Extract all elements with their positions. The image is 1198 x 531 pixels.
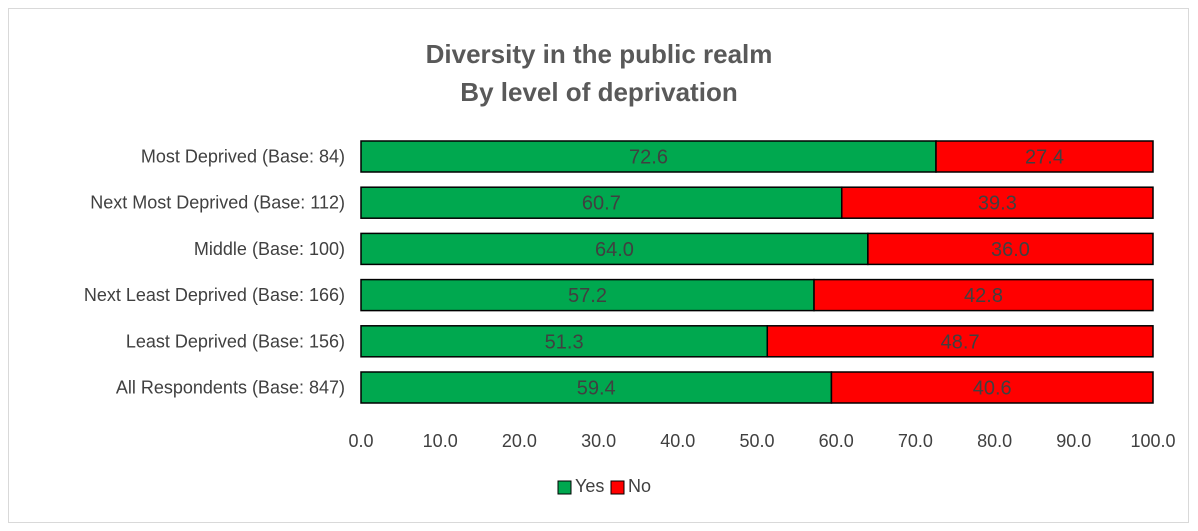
bar-no xyxy=(830,371,1154,404)
legend-label: No xyxy=(628,476,651,496)
chart-frame: Diversity in the public realm By level o… xyxy=(8,8,1189,523)
legend: Yes No xyxy=(557,476,651,496)
legend-label: Yes xyxy=(575,476,604,496)
data-label: 60.7 xyxy=(582,193,621,215)
data-label: 51.3 xyxy=(545,331,584,353)
x-axis: 0.0 10.0 20.0 30.0 40.0 50.0 60.0 70.0 80.0 90.0 1… xyxy=(348,431,1175,451)
bar-yes xyxy=(360,232,869,266)
bar-no xyxy=(766,325,1154,358)
data-label: 42.8 xyxy=(964,285,1003,307)
x-tick-label: 30.0 xyxy=(581,431,616,451)
plot-area: Most Deprived (Base: 84) 72.6 27.4 Next Mos… xyxy=(84,140,1154,404)
bar-yes xyxy=(360,278,815,312)
x-tick-label: 100.0 xyxy=(1130,431,1175,451)
category-label: Least Deprived (Base: 156) xyxy=(126,331,345,351)
chart-subtitle: By level of deprivation xyxy=(460,77,737,107)
category-label: Next Least Deprived (Base: 166) xyxy=(84,285,345,305)
bar-no xyxy=(813,278,1154,312)
data-label: 40.6 xyxy=(973,378,1012,400)
data-label: 27.4 xyxy=(1025,147,1064,169)
x-tick-label: 0.0 xyxy=(348,431,373,451)
data-label: 57.2 xyxy=(568,285,607,307)
bar-no xyxy=(840,186,1154,219)
chart-svg: Diversity in the public realm By level o… xyxy=(84,39,1176,496)
data-label: 72.6 xyxy=(629,147,668,169)
legend-swatch-no xyxy=(610,480,625,495)
bar-yes xyxy=(360,325,769,358)
bar-yes xyxy=(360,186,843,219)
x-tick-label: 10.0 xyxy=(423,431,458,451)
x-tick-label: 80.0 xyxy=(977,431,1012,451)
chart-title: Diversity in the public realm xyxy=(426,39,773,69)
x-tick-label: 70.0 xyxy=(898,431,933,451)
data-label: 36.0 xyxy=(991,239,1030,261)
bar-no xyxy=(867,232,1154,266)
category-label: Most Deprived (Base: 84) xyxy=(141,147,345,167)
x-tick-label: 50.0 xyxy=(739,431,774,451)
legend-swatch-yes xyxy=(557,480,572,495)
category-label: Middle (Base: 100) xyxy=(194,239,345,259)
bar-no xyxy=(935,140,1154,173)
x-tick-label: 40.0 xyxy=(660,431,695,451)
category-label: Next Most Deprived (Base: 112) xyxy=(90,193,345,213)
x-tick-label: 20.0 xyxy=(502,431,537,451)
x-tick-label: 90.0 xyxy=(1056,431,1091,451)
x-tick-label: 60.0 xyxy=(819,431,854,451)
data-label: 64.0 xyxy=(595,239,634,261)
category-label: All Respondents (Base: 847) xyxy=(116,378,345,398)
data-label: 39.3 xyxy=(978,193,1017,215)
data-label: 59.4 xyxy=(577,378,616,400)
bar-yes xyxy=(360,140,937,173)
data-label: 48.7 xyxy=(941,331,980,353)
